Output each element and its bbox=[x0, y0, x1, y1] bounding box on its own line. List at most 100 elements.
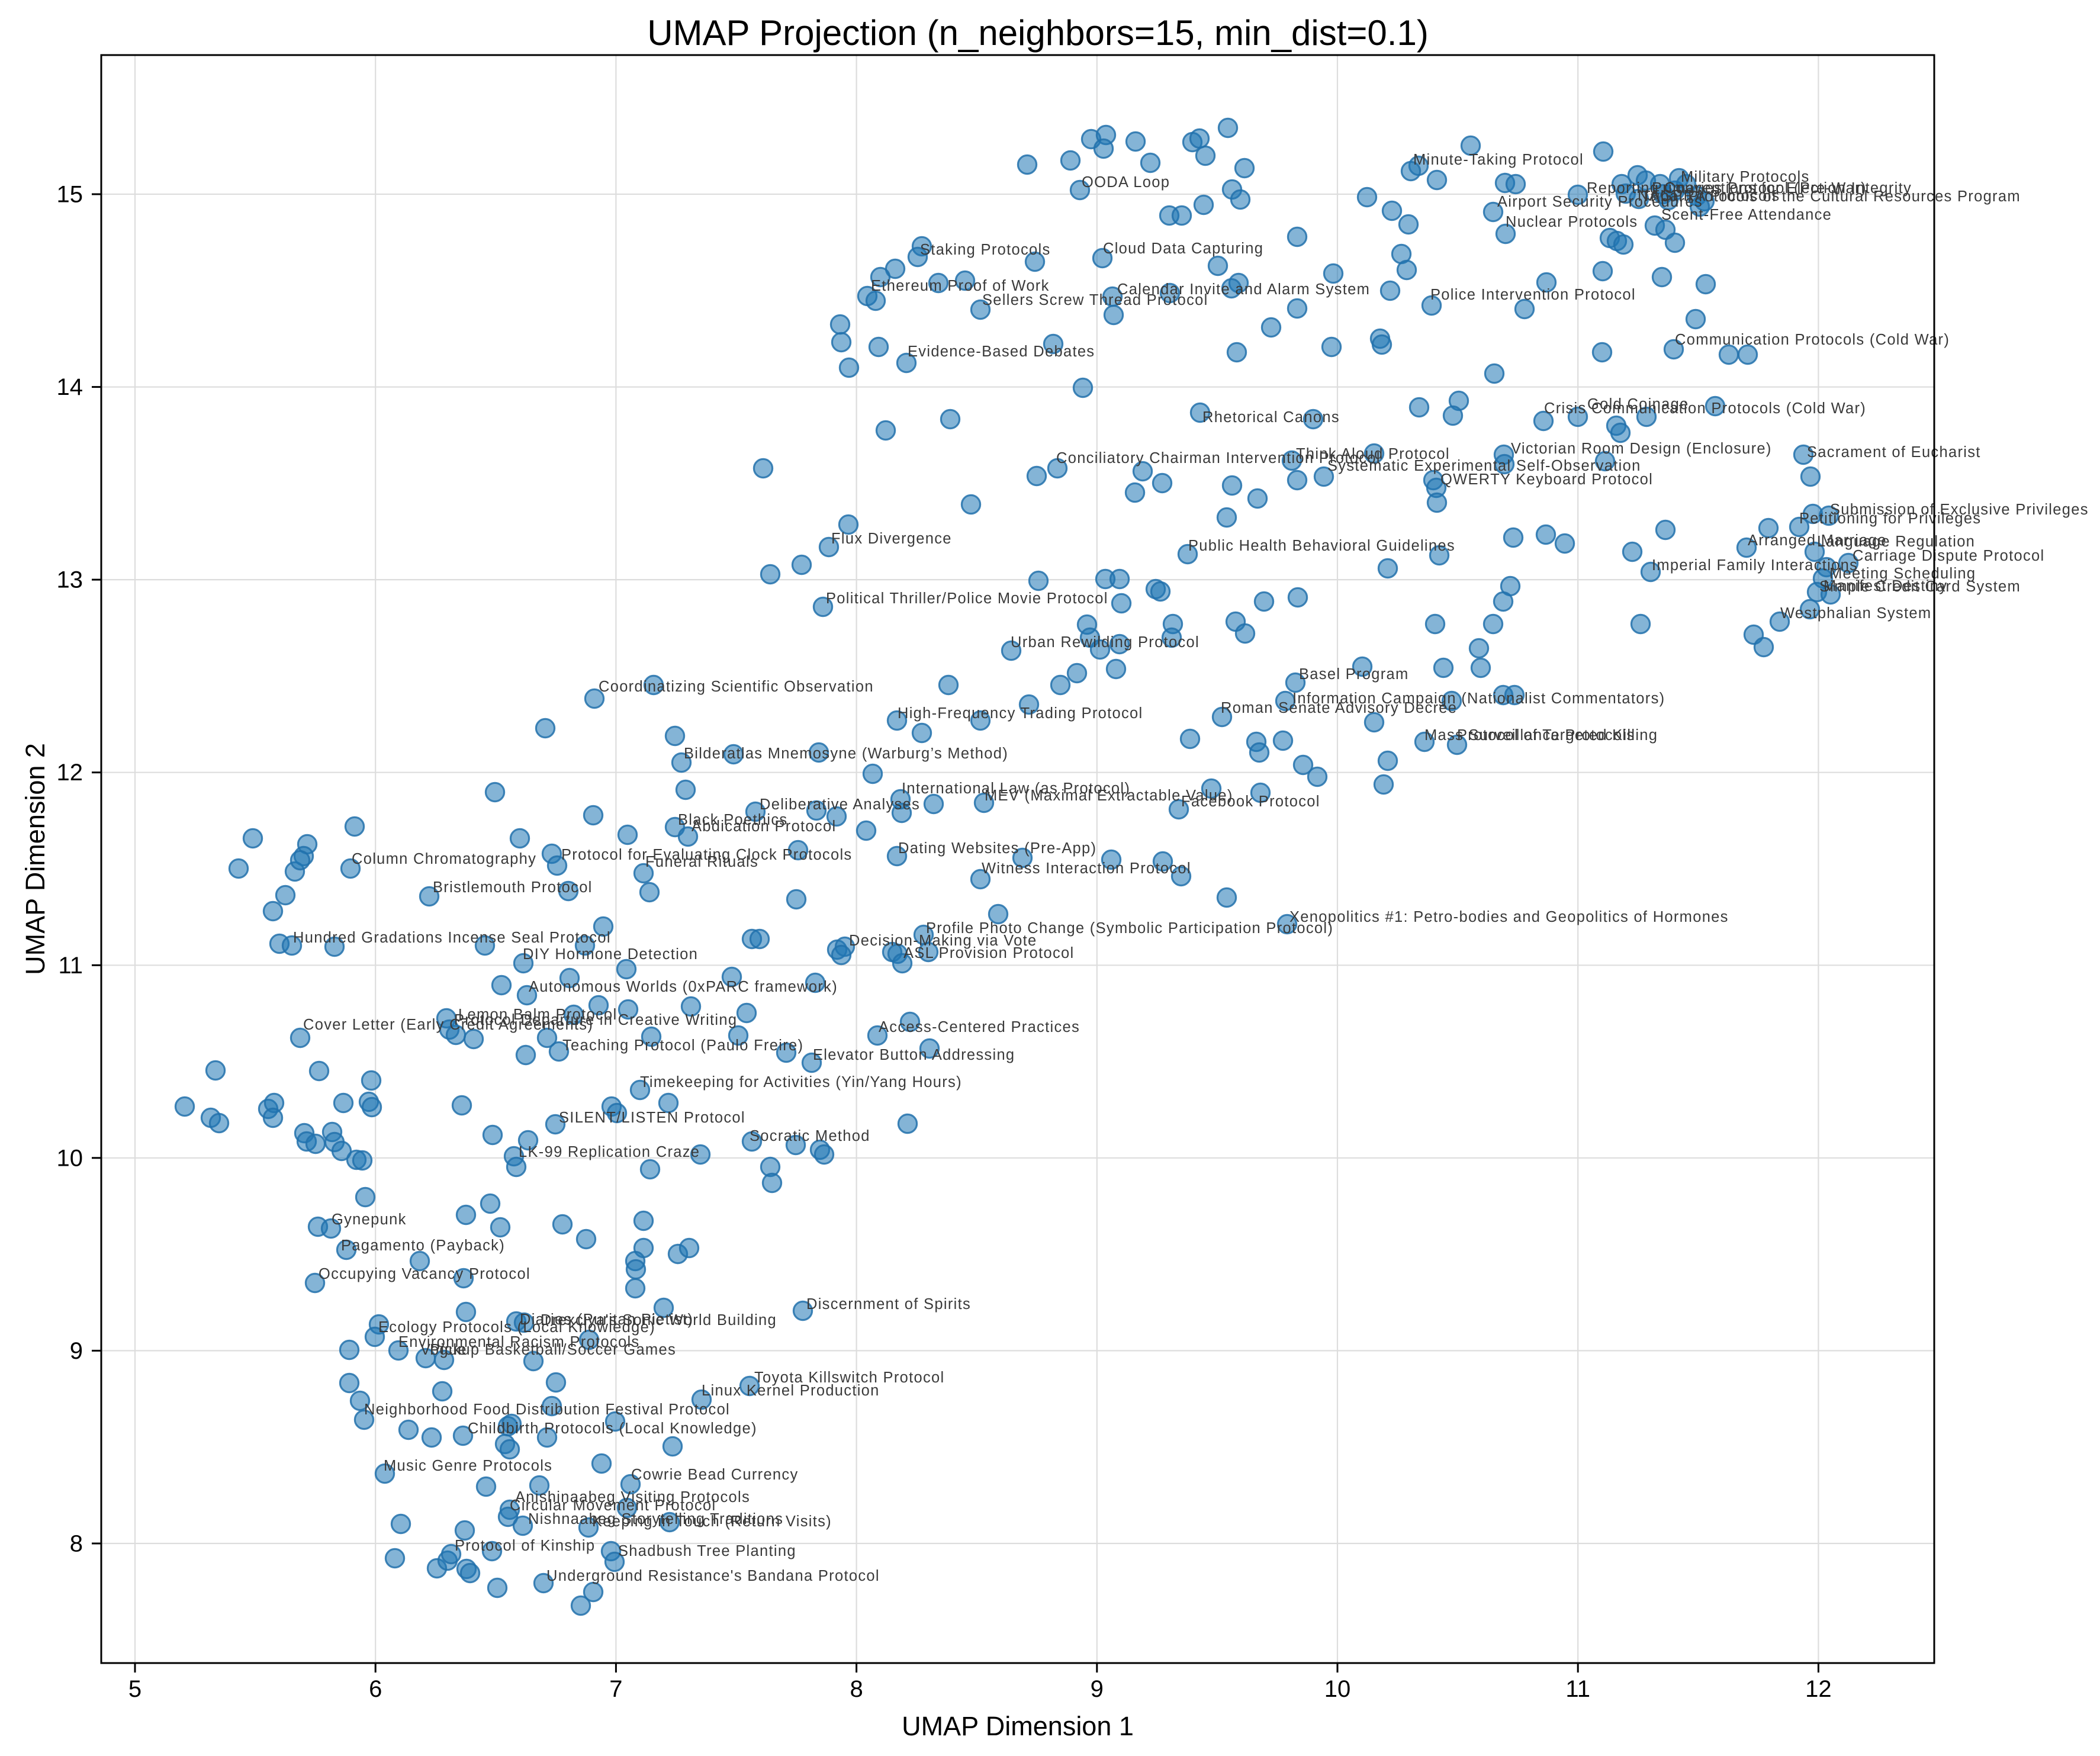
svg-text:Ecology Protocols (Local Knowl: Ecology Protocols (Local Knowledge) bbox=[378, 1319, 655, 1336]
svg-text:Petitioning for Privileges: Petitioning for Privileges bbox=[1799, 510, 1981, 527]
svg-text:Underground Resistance's Banda: Underground Resistance's Bandana Protoco… bbox=[546, 1568, 880, 1584]
svg-text:Diaries (Puritan Pietist): Diaries (Puritan Pietist) bbox=[520, 1311, 693, 1328]
svg-text:Pagamento (Payback): Pagamento (Payback) bbox=[341, 1237, 505, 1254]
svg-text:Carriage Dispute Protocol: Carriage Dispute Protocol bbox=[1853, 548, 2044, 564]
svg-text:Pickup Basketball/Soccer Games: Pickup Basketball/Soccer Games bbox=[430, 1342, 676, 1358]
svg-text:Occupying Vacancy Protocol: Occupying Vacancy Protocol bbox=[319, 1266, 530, 1282]
svg-text:Victorian Room Design (Enclosu: Victorian Room Design (Enclosure) bbox=[1511, 440, 1772, 457]
svg-text:10: 10 bbox=[57, 1145, 83, 1171]
svg-text:Teaching Protocol (Paulo Freir: Teaching Protocol (Paulo Freire) bbox=[562, 1037, 803, 1054]
svg-text:Keeping in Touch (Return Visit: Keeping in Touch (Return Visits) bbox=[592, 1513, 832, 1530]
svg-text:7: 7 bbox=[609, 1676, 622, 1702]
svg-text:Xenopolitics #1: Petro-bodies: Xenopolitics #1: Petro-bodies and Geopol… bbox=[1289, 909, 1729, 925]
svg-text:Airport Security Procedures: Airport Security Procedures bbox=[1497, 194, 1703, 210]
svg-text:Environmental Racism Protocols: Environmental Racism Protocols bbox=[398, 1334, 639, 1350]
svg-text:Conciliatory Chairman Interven: Conciliatory Chairman Intervention Proto… bbox=[1056, 450, 1381, 467]
svg-text:15: 15 bbox=[57, 182, 83, 208]
svg-text:Tribal Protocols of the Cultur: Tribal Protocols of the Cultural Resourc… bbox=[1641, 188, 2021, 205]
svg-text:Vogue: Vogue bbox=[420, 1342, 467, 1358]
svg-text:Reporting Conventions for Elec: Reporting Conventions for Election Integ… bbox=[1587, 180, 1912, 197]
svg-text:Black Poethics: Black Poethics bbox=[678, 812, 787, 828]
svg-text:Urban Rewilding Protocol: Urban Rewilding Protocol bbox=[1011, 634, 1199, 651]
svg-text:Arranged Marriage: Arranged Marriage bbox=[1748, 532, 1887, 549]
svg-text:Column Chromatography: Column Chromatography bbox=[352, 851, 536, 867]
svg-text:Information Campaign (National: Information Campaign (Nationalist Commen… bbox=[1292, 690, 1665, 707]
svg-text:QWERTY Keyboard Protocol: QWERTY Keyboard Protocol bbox=[1440, 471, 1653, 488]
svg-text:Access-Centered Practices: Access-Centered Practices bbox=[879, 1019, 1080, 1035]
svg-text:Language Regulation: Language Regulation bbox=[1817, 533, 1975, 550]
svg-text:Crisis Communication Protocols: Crisis Communication Protocols (Cold War… bbox=[1544, 400, 1866, 417]
svg-text:NAGPRA Protocols: NAGPRA Protocols bbox=[1638, 188, 1780, 204]
svg-text:Sellers Screw Thread Protocol: Sellers Screw Thread Protocol bbox=[982, 292, 1208, 308]
svg-text:Military Protocols: Military Protocols bbox=[1681, 169, 1810, 185]
svg-text:Shadbush Tree Planting: Shadbush Tree Planting bbox=[618, 1543, 796, 1559]
svg-text:Political Thriller/Police Movi: Political Thriller/Police Movie Protocol bbox=[826, 590, 1108, 607]
svg-text:International Law (as Protocol: International Law (as Protocol) bbox=[902, 780, 1130, 797]
svg-text:12: 12 bbox=[1805, 1676, 1832, 1702]
svg-text:Cover Letter (Early Credit Agr: Cover Letter (Early Credit Agreements) bbox=[303, 1017, 593, 1033]
svg-text:UMAP Dimension 1: UMAP Dimension 1 bbox=[902, 1711, 1134, 1741]
svg-text:LK-99 Replication Craze: LK-99 Replication Craze bbox=[519, 1144, 700, 1160]
svg-text:Neighborhood Food Distribution: Neighborhood Food Distribution Festival … bbox=[364, 1401, 730, 1418]
svg-text:Basel Program: Basel Program bbox=[1299, 666, 1409, 683]
svg-text:Abdication Protocol: Abdication Protocol bbox=[692, 818, 836, 835]
svg-text:Simple Credit Card System: Simple Credit Card System bbox=[1819, 578, 2021, 595]
svg-text:Music Genre Protocols: Music Genre Protocols bbox=[384, 1458, 552, 1474]
svg-text:Funeral Rituals: Funeral Rituals bbox=[645, 854, 758, 870]
svg-text:Communication Protocols (Cold: Communication Protocols (Cold War) bbox=[1675, 332, 1950, 348]
svg-text:Nuclear Protocols: Nuclear Protocols bbox=[1506, 214, 1638, 230]
svg-text:Submission of Exclusive Privil: Submission of Exclusive Privileges bbox=[1830, 501, 2089, 518]
svg-text:Think Aloud Protocol: Think Aloud Protocol bbox=[1296, 446, 1450, 462]
svg-text:SILENT/LISTEN Protocol: SILENT/LISTEN Protocol bbox=[559, 1109, 745, 1126]
svg-text:9: 9 bbox=[70, 1338, 83, 1364]
svg-text:MEV (Maximal Extractable Value: MEV (Maximal Extractable Value) bbox=[985, 787, 1233, 804]
svg-text:Roman Senate Advisory Decree: Roman Senate Advisory Decree bbox=[1221, 700, 1457, 716]
svg-text:Socratic Method: Socratic Method bbox=[750, 1128, 870, 1144]
svg-text:Staking Protocols: Staking Protocols bbox=[920, 242, 1051, 258]
svg-text:9: 9 bbox=[1091, 1676, 1104, 1702]
svg-text:Profile Photo Change (Symbolic: Profile Photo Change (Symbolic Participa… bbox=[926, 920, 1333, 937]
svg-text:Discernment of Spirits: Discernment of Spirits bbox=[806, 1296, 971, 1313]
svg-text:Coordinatizing Scientific Obse: Coordinatizing Scientific Observation bbox=[599, 678, 874, 695]
svg-text:Sacrament of Eucharist: Sacrament of Eucharist bbox=[1807, 444, 1981, 461]
svg-text:Protocol for Evaluating Clock: Protocol for Evaluating Clock Protocols bbox=[561, 847, 852, 863]
svg-text:12: 12 bbox=[57, 760, 83, 786]
svg-text:Primaries Protocol (Pre-War): Primaries Protocol (Pre-War) bbox=[1652, 180, 1867, 197]
svg-text:Mass Surveillance Protocols: Mass Surveillance Protocols bbox=[1424, 727, 1635, 744]
svg-text:5: 5 bbox=[128, 1676, 141, 1702]
svg-text:Facebook Protocol: Facebook Protocol bbox=[1181, 793, 1320, 810]
svg-text:Decision-Making via Vote: Decision-Making via Vote bbox=[849, 932, 1037, 949]
svg-text:Anishinaabeg Visiting Protocol: Anishinaabeg Visiting Protocols bbox=[515, 1489, 750, 1506]
svg-text:UMAP Projection (n_neighbors=1: UMAP Projection (n_neighbors=15, min_dis… bbox=[647, 13, 1429, 53]
svg-text:UMAP Dimension 2: UMAP Dimension 2 bbox=[20, 743, 50, 975]
svg-text:ASL Provision Protocol: ASL Provision Protocol bbox=[903, 945, 1074, 961]
svg-text:Protocol of Kinship: Protocol of Kinship bbox=[455, 1538, 595, 1554]
svg-text:Cloud Data Capturing: Cloud Data Capturing bbox=[1103, 240, 1263, 257]
svg-text:11: 11 bbox=[58, 953, 83, 979]
svg-text:Gold Coinage: Gold Coinage bbox=[1587, 396, 1689, 413]
svg-text:Rhetorical Canons: Rhetorical Canons bbox=[1202, 409, 1340, 426]
svg-text:Dating Websites (Pre-App): Dating Websites (Pre-App) bbox=[898, 840, 1096, 857]
svg-text:Evidence-Based Debates: Evidence-Based Debates bbox=[908, 343, 1095, 360]
svg-text:Hundred Gradations Incense Sea: Hundred Gradations Incense Seal Protocol bbox=[293, 930, 611, 946]
svg-text:Minute-Taking Protocol: Minute-Taking Protocol bbox=[1413, 152, 1584, 168]
svg-text:11: 11 bbox=[1565, 1676, 1590, 1702]
svg-text:Ethereum Proof of Work: Ethereum Proof of Work bbox=[871, 278, 1050, 294]
svg-text:Flux Divergence: Flux Divergence bbox=[831, 530, 952, 547]
svg-text:Imperial Family Interactions: Imperial Family Interactions bbox=[1652, 557, 1858, 574]
svg-text:Westphalian System: Westphalian System bbox=[1780, 605, 1931, 622]
svg-text:Police Intervention Protocol: Police Intervention Protocol bbox=[1430, 287, 1636, 303]
svg-text:Systematic Experimental Self-O: Systematic Experimental Self-Observation bbox=[1327, 458, 1641, 474]
svg-text:Bilderatlas Mnemosyne (Warburg: Bilderatlas Mnemosyne (Warburg’s Method) bbox=[684, 745, 1008, 762]
svg-text:Lemon Balm Protocol: Lemon Balm Protocol bbox=[458, 1006, 617, 1023]
svg-text:OODA Loop: OODA Loop bbox=[1082, 174, 1170, 191]
svg-text:Protocol of Targeted Killing: Protocol of Targeted Killing bbox=[1457, 727, 1658, 744]
svg-text:Protocol Departure in Creative: Protocol Departure in Creative Writing bbox=[454, 1012, 737, 1028]
svg-text:Childbirth Protocols (Local Kn: Childbirth Protocols (Local Knowledge) bbox=[468, 1420, 757, 1437]
svg-text:DIY Hormone Detection: DIY Hormone Detection bbox=[523, 946, 698, 963]
svg-text:6: 6 bbox=[369, 1676, 382, 1702]
svg-text:14: 14 bbox=[57, 374, 83, 400]
svg-text:Bristlemouth Protocol: Bristlemouth Protocol bbox=[433, 879, 593, 896]
svg-text:Linux Kernel Production: Linux Kernel Production bbox=[702, 1382, 880, 1399]
svg-text:Elevator Button Addressing: Elevator Button Addressing bbox=[813, 1047, 1015, 1063]
